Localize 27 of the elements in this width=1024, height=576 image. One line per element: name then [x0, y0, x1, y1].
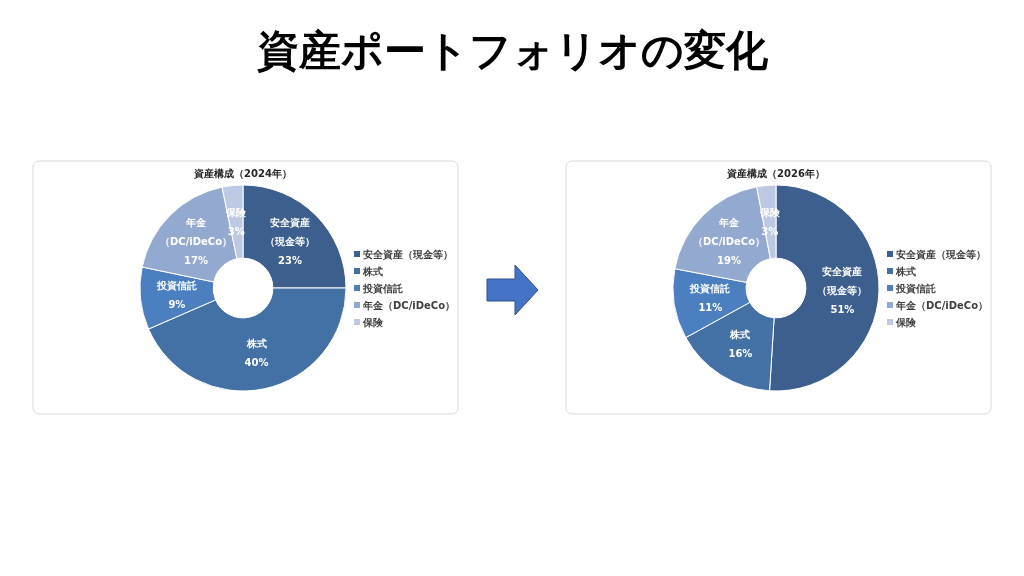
data-label: 11%: [698, 302, 723, 314]
legend-label: 安全資産（現金等）: [363, 248, 453, 261]
legend-label: 年金（DC/iDeCo）: [895, 299, 989, 311]
legend-label: 投資信託: [895, 282, 936, 295]
data-label: 40%: [244, 357, 269, 369]
legend-label: 安全資産（現金等）: [896, 248, 986, 261]
data-label: 9%: [168, 298, 186, 310]
legend-label: 株式: [895, 265, 916, 277]
slice-label: 株式: [729, 329, 751, 341]
legend-label: 年金（DC/iDeCo）: [362, 299, 456, 311]
data-label: 23%: [278, 254, 302, 266]
chart-title: 資産構成（2026年）: [726, 167, 825, 180]
slice-label: 安全資産（現金等）: [817, 265, 868, 296]
chart-title: 資産構成（2024年）: [193, 167, 292, 180]
data-label: 17%: [184, 254, 208, 266]
slice-label: 投資信託: [689, 283, 731, 296]
data-label: 51%: [830, 303, 855, 315]
slice-label: 株式: [245, 338, 267, 350]
legend-label: 保険: [895, 316, 917, 328]
data-label: 16%: [728, 348, 753, 360]
data-label: 19%: [717, 254, 741, 266]
legend-label: 保険: [362, 316, 384, 328]
slice-label: 安全資産（現金等）: [264, 216, 315, 247]
legend-label: 株式: [362, 265, 383, 277]
legend-label: 投資信託: [362, 282, 403, 295]
text: 資産ポートフォリオの変化: [256, 25, 769, 75]
slice-label: 投資信託: [155, 279, 197, 292]
